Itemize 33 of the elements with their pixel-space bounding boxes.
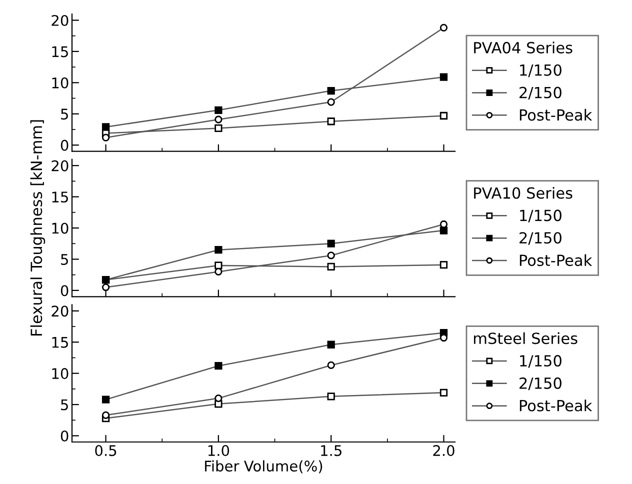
y-tick-label: 15 <box>52 337 68 348</box>
legend-label: 2/150 <box>520 232 562 245</box>
y-tick-label: 0 <box>60 430 68 442</box>
legend-label: Post-Peak <box>520 108 592 121</box>
legend-label: 1/150 <box>520 64 562 78</box>
legend-label: 2/150 <box>520 86 562 100</box>
legend-label: 1/150 <box>520 355 562 368</box>
x-axis-title: Fiber Volume(%) <box>205 460 322 474</box>
x-tick-label: 2.0 <box>433 445 454 456</box>
x-tick-label: 1.0 <box>208 445 230 456</box>
y-tick-label: 20 <box>52 14 68 26</box>
legend-title: mSteel Series <box>474 332 578 344</box>
y-tick-label: 5 <box>61 254 68 265</box>
y-tick-label: 5 <box>61 108 68 120</box>
y-tick-label: 20 <box>52 160 68 172</box>
legend-label: 1/150 <box>520 210 562 222</box>
legend-title: PVA10 Series <box>474 186 572 199</box>
y-tick-label: 10 <box>52 222 68 234</box>
y-tick-label: 15 <box>52 46 68 58</box>
y-tick-label: 5 <box>61 399 68 410</box>
legend-label: 2/150 <box>520 377 562 390</box>
y-tick-label: 0 <box>60 140 68 151</box>
legend-title: PVA04 Series <box>474 42 572 54</box>
y-tick-label: 10 <box>52 77 68 88</box>
y-tick-label: 15 <box>52 192 68 203</box>
y-tick-label: 0 <box>60 285 68 296</box>
x-tick-label: 1.5 <box>321 445 342 456</box>
legend-label: Post-Peak <box>520 400 592 412</box>
legend-label: Post-Peak <box>520 254 592 266</box>
x-tick-label: 0.5 <box>95 445 116 456</box>
y-tick-label: 20 <box>52 306 68 317</box>
y-tick-label: 10 <box>52 368 68 380</box>
y-axis-title: Flexural Toughness [kN-mm] <box>30 120 46 336</box>
